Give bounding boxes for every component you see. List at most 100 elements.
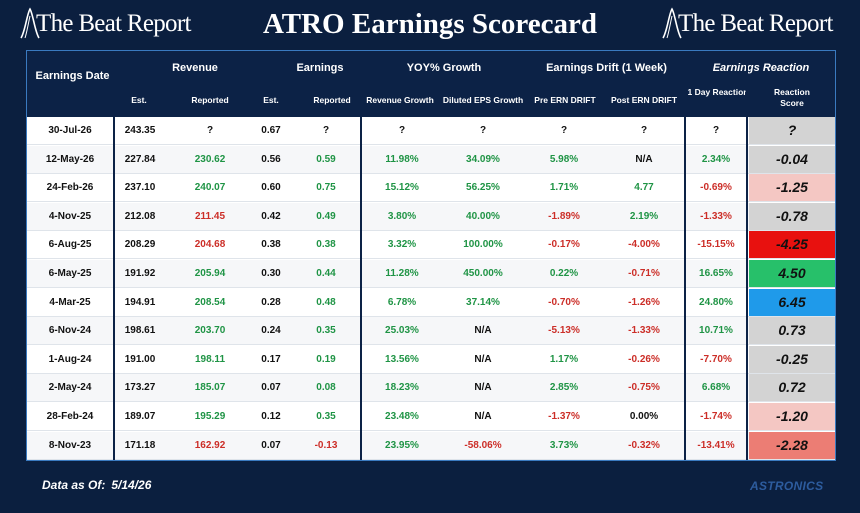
cell-pre: -1.37% <box>548 411 580 422</box>
cell-eps-rep: 0.35 <box>316 411 336 422</box>
cell-rev-rep: 240.07 <box>194 182 226 194</box>
subheader-post-drift: Post ERN DRIFT <box>610 95 678 105</box>
cell-rev-est: 243.35 <box>124 125 156 136</box>
cell-eps-growth: 56.25% <box>466 182 500 194</box>
subheader-earnings-est: Est. <box>263 95 279 105</box>
cell-rev-growth: 6.78% <box>387 296 417 308</box>
cell-date: 6-May-25 <box>48 268 92 279</box>
cell-date: 24-Feb-26 <box>46 182 94 194</box>
cell-post: 4.77 <box>634 182 654 194</box>
cell-eps-est: 0.24 <box>261 325 281 337</box>
brand-name-right: The Beat Report <box>678 10 833 37</box>
reaction-score-badge: -1.20 <box>749 403 835 430</box>
wave-mark-icon <box>662 7 682 39</box>
cell-eps-est: 0.12 <box>261 411 281 422</box>
cell-rev-rep: 198.11 <box>194 353 226 365</box>
header-earnings-date: Earnings Date <box>35 70 110 82</box>
subheader-pre-drift: Pre ERN DRIFT <box>534 95 596 105</box>
cell-eps-rep: 0.19 <box>316 353 336 365</box>
header-earnings-drift: Earnings Drift (1 Week) <box>546 62 667 74</box>
column-divider <box>113 51 115 460</box>
cell-date: 8-Nov-23 <box>48 439 92 451</box>
reaction-score-badge: -0.78 <box>749 202 835 230</box>
reaction-score-badge: 0.72 <box>749 374 835 402</box>
cell-date: 2-May-24 <box>48 382 92 394</box>
cell-day: 10.71% <box>699 325 733 337</box>
table-row: 6-Aug-25 208.29 204.68 0.38 0.38 3.32% 100.00%… <box>27 231 835 260</box>
cell-rev-growth: 25.03% <box>385 325 419 337</box>
table-row: 6-May-25 191.92 205.94 0.30 0.44 11.28% 450.00… <box>27 260 835 288</box>
cell-day: 6.68% <box>701 382 731 394</box>
subheader-one-day-reaction: 1 Day Reaction <box>687 87 749 97</box>
cell-eps-est: 0.56 <box>261 153 281 165</box>
cell-eps-rep: 0.49 <box>316 210 336 222</box>
cell-pre: -0.17% <box>548 239 580 251</box>
subheader-revenue-reported: Reported <box>191 95 229 105</box>
cell-day: 2.34% <box>701 153 731 165</box>
cell-rev-est: 237.10 <box>124 182 156 194</box>
cell-pre: 1.71% <box>549 182 579 194</box>
cell-date: 12-May-26 <box>45 153 95 165</box>
cell-rev-growth: 15.12% <box>385 182 419 194</box>
data-as-of-date: 5/14/26 <box>111 478 152 492</box>
header-earnings: Earnings <box>296 62 344 74</box>
cell-date: 6-Nov-24 <box>48 325 92 337</box>
cell-rev-est: 198.61 <box>124 325 156 337</box>
cell-rev-growth: 23.95% <box>385 439 419 451</box>
brand-logo-left: The Beat Report <box>18 6 191 42</box>
cell-rev-growth: 3.32% <box>387 239 417 251</box>
cell-eps-rep: 0.75 <box>316 182 336 194</box>
cell-rev-est: 208.29 <box>124 239 156 251</box>
table-row: 1-Aug-24 191.00 198.11 0.17 0.19 13.56% N/A 1.1… <box>27 345 835 374</box>
cell-rev-est: 173.27 <box>124 382 156 394</box>
cell-pre: ? <box>560 125 568 136</box>
cell-rev-growth: 11.28% <box>385 268 419 279</box>
reaction-score-badge: -0.04 <box>749 145 835 173</box>
cell-eps-growth: 450.00% <box>463 268 503 279</box>
reaction-score-badge: -4.25 <box>749 231 835 259</box>
column-divider <box>746 51 748 460</box>
cell-date: 30-Jul-26 <box>48 125 92 136</box>
cell-eps-growth: -58.06% <box>464 439 502 451</box>
cell-day: 24.80% <box>699 296 733 308</box>
table-row: 4-Mar-25 194.91 208.54 0.28 0.48 6.78% 37.14% -… <box>27 288 835 317</box>
cell-day: -13.41% <box>697 439 735 451</box>
cell-day: -0.69% <box>700 182 732 194</box>
cell-rev-est: 191.92 <box>124 268 156 279</box>
cell-eps-rep: 0.08 <box>316 382 336 394</box>
cell-pre: 2.85% <box>549 382 579 394</box>
cell-rev-growth: 13.56% <box>385 353 419 365</box>
cell-rev-growth: 23.48% <box>385 411 419 422</box>
table-row: 24-Feb-26 237.10 240.07 0.60 0.75 15.12% 56.25… <box>27 174 835 203</box>
cell-rev-rep: 204.68 <box>194 239 226 251</box>
cell-date: 1-Aug-24 <box>48 353 92 365</box>
cell-eps-rep: ? <box>322 125 330 136</box>
cell-eps-est: 0.28 <box>261 296 281 308</box>
cell-date: 6-Aug-25 <box>48 239 92 251</box>
cell-eps-growth: N/A <box>474 325 492 337</box>
cell-eps-rep: 0.48 <box>316 296 336 308</box>
column-divider <box>360 51 362 460</box>
cell-rev-rep: 230.62 <box>194 153 226 165</box>
cell-eps-est: 0.07 <box>261 439 281 451</box>
cell-day: 16.65% <box>699 268 733 279</box>
cell-date: 4-Mar-25 <box>49 296 91 308</box>
cell-eps-est: 0.30 <box>261 268 281 279</box>
table-row: 28-Feb-24 189.07 195.29 0.12 0.35 23.48% N/A -1… <box>27 403 835 431</box>
cell-post: -0.75% <box>628 382 660 394</box>
cell-eps-rep: -0.13 <box>314 439 338 451</box>
data-as-of: Data as Of: 5/14/26 <box>42 478 151 492</box>
cell-rev-est: 194.91 <box>124 296 156 308</box>
brand-name-left: The Beat Report <box>36 10 191 37</box>
cell-eps-est: 0.42 <box>261 210 281 222</box>
cell-rev-growth: 18.23% <box>385 382 419 394</box>
cell-eps-growth: N/A <box>474 353 492 365</box>
reaction-score-badge: 4.50 <box>749 260 835 287</box>
cell-post: -1.26% <box>628 296 660 308</box>
subheader-revenue-growth: Revenue Growth <box>366 95 434 105</box>
reaction-score-badge: -2.28 <box>749 431 835 459</box>
cell-post: -0.32% <box>628 439 660 451</box>
cell-post: ? <box>640 125 648 136</box>
cell-eps-est: 0.07 <box>261 382 281 394</box>
cell-post: 0.00% <box>629 411 659 422</box>
